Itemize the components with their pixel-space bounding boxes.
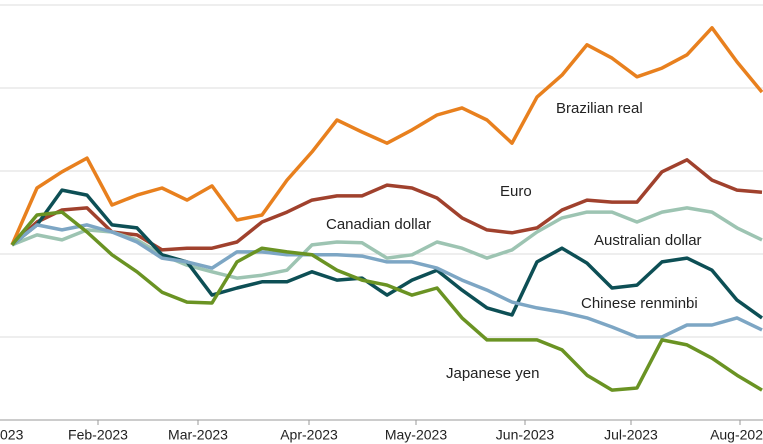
series-label: Japanese yen — [446, 365, 539, 382]
series-line — [10, 158, 763, 252]
x-tick-label: Jul-2023 — [604, 427, 658, 443]
series-label: Euro — [500, 183, 532, 200]
series-label: Canadian dollar — [326, 216, 431, 233]
series-label: Australian dollar — [594, 232, 702, 249]
x-tick-label: Feb-2023 — [68, 427, 128, 443]
series-label: Chinese renminbi — [581, 295, 698, 312]
series-line — [10, 223, 763, 339]
x-tick-label: May-2023 — [385, 427, 447, 443]
series-line — [10, 210, 763, 392]
series-line — [11, 206, 763, 280]
series-line — [10, 26, 763, 246]
x-tick-label: 023 — [0, 427, 24, 443]
x-tick-label: Apr-2023 — [280, 427, 338, 443]
x-tick-label: Jun-2023 — [496, 427, 555, 443]
series-label: Brazilian real — [556, 100, 643, 117]
series-line — [10, 188, 763, 320]
x-tick-label: Aug-202 — [710, 427, 763, 443]
x-tick-label: Mar-2023 — [168, 427, 228, 443]
